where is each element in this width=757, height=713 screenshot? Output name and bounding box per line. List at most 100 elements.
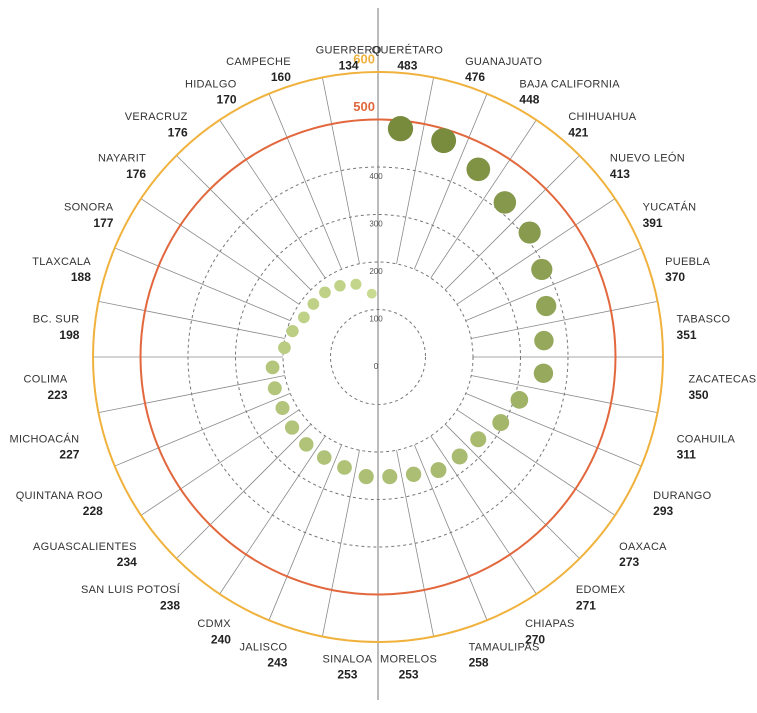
category-label: TABASCO — [677, 314, 731, 326]
value-label: 293 — [653, 504, 673, 518]
category-label: MICHOACÁN — [9, 432, 79, 445]
category-label: SONORA — [64, 201, 114, 213]
r-tick-label: 200 — [369, 267, 383, 276]
dot — [405, 466, 422, 482]
category-label: VERACRUZ — [125, 111, 188, 123]
value-label: 243 — [267, 656, 287, 670]
value-label: 228 — [83, 504, 103, 518]
category-label: CAMPECHE — [226, 56, 291, 68]
value-label: 240 — [211, 632, 231, 646]
r-tick-label: 500 — [353, 99, 375, 114]
ring — [235, 214, 521, 500]
dot — [518, 221, 541, 244]
value-label: 271 — [576, 598, 596, 612]
category-label: CDMX — [197, 618, 231, 630]
spoke — [114, 247, 291, 322]
value-label: 370 — [665, 270, 685, 284]
category-label: DURANGO — [653, 490, 711, 502]
category-label: COLIMA — [24, 373, 68, 385]
category-label: TAMAULIPAS — [469, 641, 540, 653]
category-label: EDOMEX — [576, 584, 626, 596]
dot — [278, 341, 291, 355]
category-label: MORELOS — [380, 653, 437, 665]
dot — [267, 381, 282, 396]
dot — [533, 363, 554, 383]
r-tick-label: 400 — [369, 172, 383, 181]
value-label: 258 — [469, 656, 489, 670]
spoke — [98, 301, 285, 339]
dot — [358, 469, 374, 485]
value-label: 170 — [217, 93, 237, 107]
value-label: 176 — [168, 125, 188, 139]
category-label: GUANAJUATO — [465, 56, 542, 68]
value-label: 253 — [399, 668, 419, 682]
dot — [299, 437, 314, 452]
value-label: 188 — [71, 270, 91, 284]
category-label: OAXACA — [619, 541, 667, 553]
value-label: 413 — [610, 167, 630, 181]
dot — [297, 311, 310, 324]
category-label: JALISCO — [239, 641, 287, 653]
category-label: NUEVO LEÓN — [610, 152, 685, 165]
category-label: SAN LUIS POTOSÍ — [81, 583, 181, 596]
spoke — [430, 119, 537, 279]
r-tick-label: 600 — [353, 51, 375, 66]
value-label: 238 — [160, 598, 180, 612]
spoke — [176, 423, 312, 559]
category-label: BAJA CALIFORNIA — [519, 78, 620, 90]
spoke — [471, 301, 658, 339]
ring — [330, 309, 426, 405]
dot — [316, 450, 332, 465]
value-label: 223 — [47, 388, 67, 402]
spoke — [396, 450, 434, 637]
dot — [431, 128, 457, 154]
dot — [307, 298, 320, 310]
category-label: TLAXCALA — [32, 256, 91, 268]
value-label: 253 — [337, 668, 357, 682]
dot — [493, 191, 517, 214]
value-label: 234 — [117, 555, 137, 569]
value-label: 270 — [525, 632, 545, 646]
dot — [430, 462, 447, 479]
dot — [366, 288, 377, 299]
value-label: 227 — [59, 448, 79, 462]
category-label: CHIAPAS — [525, 618, 575, 630]
dot — [265, 360, 280, 375]
spoke — [456, 409, 616, 516]
value-label: 176 — [126, 167, 146, 181]
category-label: CHIHUAHUA — [568, 111, 636, 123]
ring — [139, 118, 617, 596]
ring — [187, 166, 569, 548]
category-label: AGUASCALIENTES — [33, 541, 137, 553]
dot — [531, 258, 553, 281]
r-tick-label: 0 — [374, 362, 379, 371]
value-label: 448 — [519, 93, 539, 107]
dot — [382, 469, 398, 485]
value-label: 476 — [465, 70, 485, 84]
value-label: 160 — [271, 70, 291, 84]
dot — [284, 420, 300, 435]
dot — [319, 286, 331, 299]
spoke — [322, 450, 360, 637]
dot — [387, 116, 414, 142]
ring — [92, 71, 664, 643]
category-label: GUERRERO — [316, 44, 382, 56]
dot — [536, 295, 557, 317]
dot — [470, 431, 487, 448]
dot — [350, 278, 362, 290]
spoke — [268, 93, 343, 270]
ring — [282, 261, 474, 453]
value-label: 350 — [688, 388, 708, 402]
dot — [466, 157, 491, 182]
dot — [334, 280, 346, 292]
value-label: 273 — [619, 555, 639, 569]
dot — [451, 448, 468, 465]
spoke — [322, 77, 360, 264]
category-label: HIDALGO — [185, 78, 237, 90]
category-label: COAHUILA — [677, 433, 736, 445]
value-label: 134 — [339, 59, 359, 73]
category-label: SINALOA — [323, 653, 373, 665]
dot — [534, 330, 554, 351]
category-label: PUEBLA — [665, 256, 711, 268]
